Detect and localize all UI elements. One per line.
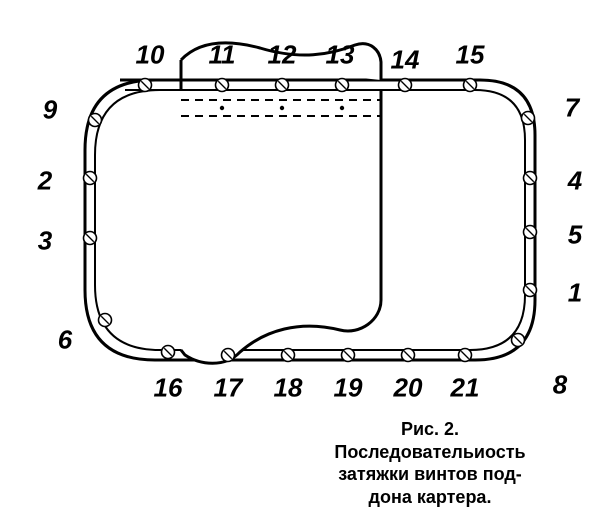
bolt-5 [524, 226, 537, 239]
bolt-7 [522, 112, 535, 125]
bolt-20 [402, 349, 415, 362]
caption-line-3: затяжки винтов под- [300, 463, 560, 486]
bolt-label-9: 9 [43, 95, 57, 126]
bolt-3 [84, 232, 97, 245]
bolt-label-5: 5 [568, 220, 582, 251]
bolt-label-19: 19 [334, 373, 363, 404]
bolt-label-10: 10 [136, 40, 165, 71]
bolt-label-3: 3 [38, 226, 52, 257]
caption-line-1: Рис. 2. [300, 418, 560, 441]
bolt-14 [399, 79, 412, 92]
bolt-label-13: 13 [326, 40, 355, 71]
bolt-label-21: 21 [451, 373, 480, 404]
bolt-label-16: 16 [154, 373, 183, 404]
bolt-label-1: 1 [568, 278, 582, 309]
bolt-11 [216, 79, 229, 92]
insert-dot-2 [280, 106, 284, 110]
bolt-21 [459, 349, 472, 362]
bolt-label-20: 20 [394, 373, 423, 404]
bolt-9 [89, 114, 102, 127]
bolt-label-4: 4 [568, 166, 582, 197]
bolt-17 [222, 349, 235, 362]
caption-line-4: дона картера. [300, 486, 560, 509]
insert-dot-3 [340, 106, 344, 110]
bolt-4 [524, 172, 537, 185]
caption-line-2: Последовательиость [300, 441, 560, 464]
bolt-label-8: 8 [553, 370, 567, 401]
bolt-6 [99, 314, 112, 327]
bolt-label-14: 14 [391, 45, 420, 76]
bolt-2 [84, 172, 97, 185]
bolt-label-12: 12 [268, 40, 297, 71]
bolt-label-11: 11 [209, 40, 236, 71]
bolt-label-6: 6 [58, 325, 72, 356]
bolt-8 [512, 334, 525, 347]
bolt-label-15: 15 [456, 40, 485, 71]
bolt-1 [524, 284, 537, 297]
bolt-label-2: 2 [38, 166, 52, 197]
bolt-13 [336, 79, 349, 92]
bolt-15 [464, 79, 477, 92]
bolt-label-17: 17 [214, 373, 243, 404]
bolt-18 [282, 349, 295, 362]
diagram-stage: 123456789101112131415161718192021 Рис. 2… [0, 0, 602, 519]
insert-dot-1 [220, 106, 224, 110]
bolt-label-18: 18 [274, 373, 303, 404]
bolt-label-7: 7 [565, 93, 579, 124]
bolt-12 [276, 79, 289, 92]
bolt-10 [139, 79, 152, 92]
figure-caption: Рис. 2. Последовательиость затяжки винто… [300, 418, 560, 508]
bolt-16 [162, 346, 175, 359]
bolt-19 [342, 349, 355, 362]
